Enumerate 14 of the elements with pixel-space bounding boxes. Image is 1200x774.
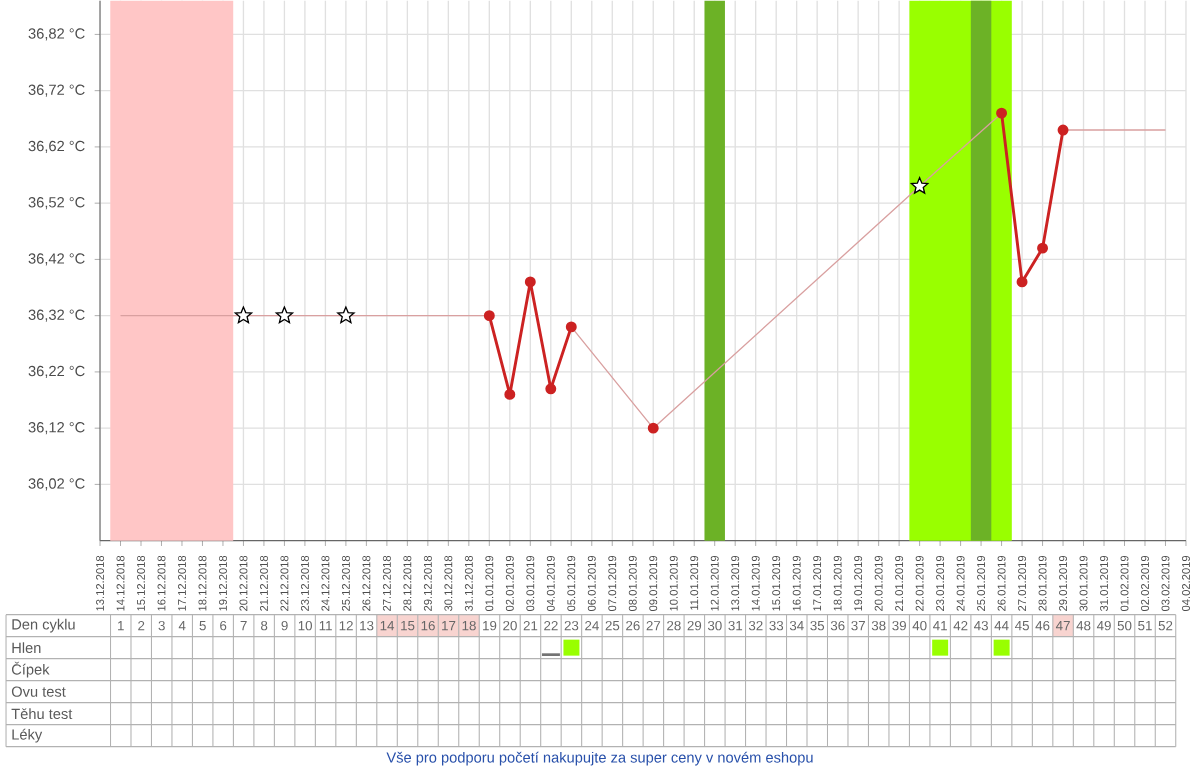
point: [275, 306, 294, 324]
point: [1057, 124, 1069, 136]
point: [1037, 242, 1049, 254]
point: [524, 276, 536, 288]
point: [996, 107, 1008, 119]
point: [504, 388, 516, 400]
point: [1016, 276, 1028, 288]
point: [565, 321, 577, 333]
point: [483, 309, 495, 321]
point: [910, 176, 929, 194]
point: [234, 306, 253, 324]
point: [545, 383, 557, 395]
point: [647, 422, 659, 434]
point: [337, 306, 355, 324]
